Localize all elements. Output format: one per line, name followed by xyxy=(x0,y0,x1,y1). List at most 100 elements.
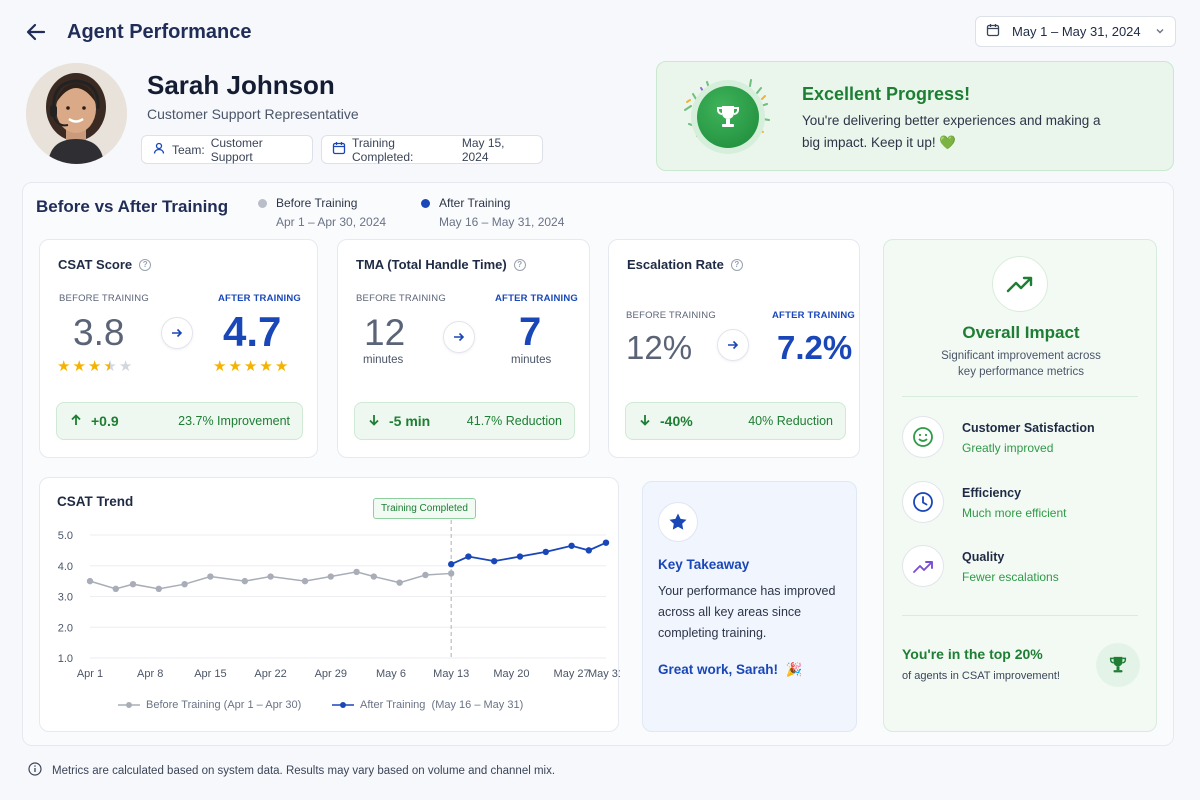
impact-item-efficiency: Efficiency Much more efficient xyxy=(902,481,1142,525)
data-point-before xyxy=(86,577,94,585)
section-title: Before vs After Training xyxy=(36,197,229,216)
help-icon[interactable]: ? xyxy=(730,258,743,271)
data-point-after xyxy=(568,542,575,549)
csat-before-value: 3.8 xyxy=(73,312,125,353)
csat-title-label: CSAT Score xyxy=(58,257,133,272)
legend-before-label: Before Training xyxy=(276,196,358,210)
help-icon[interactable]: ? xyxy=(139,258,152,271)
takeaway-cta-label: Great work, Sarah! xyxy=(658,662,779,677)
calendar-icon xyxy=(986,23,1000,40)
escalation-before-value: 12% xyxy=(626,329,693,366)
x-tick-label: May 6 xyxy=(376,668,406,680)
impact-subtitle: Significant improvement across key perfo… xyxy=(941,350,1101,378)
star-icon: ★ xyxy=(274,358,289,375)
csat-change-pill: +0.9 23.7% Improvement xyxy=(56,402,303,440)
star-icon: ★ xyxy=(228,358,242,375)
tma-delta: -5 min xyxy=(389,413,431,429)
x-tick-label: Apr 1 xyxy=(77,668,103,680)
confetti-icon xyxy=(684,79,770,137)
escalation-delta: -40% xyxy=(660,413,693,429)
escalation-after-caption: AFTER TRAINING xyxy=(772,310,856,321)
smile-icon xyxy=(902,416,944,458)
impact-item-title: Customer Satisfaction xyxy=(962,421,1095,435)
impact-item-sub: Fewer escalations xyxy=(962,570,1059,584)
team-label: Team: xyxy=(172,142,205,157)
tma-after-unit: minutes xyxy=(511,354,552,366)
trend-title: CSAT Trend xyxy=(57,494,134,509)
csat-delta: +0.9 xyxy=(91,413,119,429)
star-icon: ★ xyxy=(213,358,227,375)
arrow-up-icon xyxy=(69,413,83,430)
data-point-before xyxy=(155,585,162,593)
trend-legend-after: After Training (May 16 – May 31) xyxy=(332,699,523,711)
impact-title: Overall Impact xyxy=(962,323,1080,342)
trend-up-icon xyxy=(902,545,944,587)
y-tick-label: 1.0 xyxy=(58,653,73,665)
data-point-before xyxy=(181,581,188,588)
csat-after-caption: AFTER TRAINING xyxy=(218,293,302,304)
data-point-before xyxy=(267,573,274,580)
data-point-before xyxy=(396,579,403,586)
legend-dot-before xyxy=(258,199,267,209)
legend-after-label: After Training xyxy=(439,196,511,210)
banner-title: Excellent Progress! xyxy=(802,84,971,104)
star-badge-icon xyxy=(658,502,698,542)
legend-line-gray xyxy=(118,702,140,708)
data-point-before xyxy=(353,568,360,576)
tma-change-pill: -5 min 41.7% Reduction xyxy=(354,402,575,440)
tma-card: TMA (Total Handle Time) ? BEFORE TRAININ… xyxy=(337,239,590,458)
heart-icon: 💚 xyxy=(939,135,957,150)
team-chip: Team: Customer Support xyxy=(141,135,313,164)
arrow-right-icon xyxy=(443,321,475,353)
arrow-down-icon xyxy=(638,413,652,430)
x-tick-label: May 31 xyxy=(588,668,620,680)
tma-title: TMA (Total Handle Time) ? xyxy=(356,257,526,272)
data-point-after xyxy=(585,547,592,554)
star-icon: ★ xyxy=(118,358,133,375)
trophy-icon xyxy=(697,86,759,148)
help-icon[interactable]: ? xyxy=(513,258,526,271)
footnote-text: Metrics are calculated based on system d… xyxy=(52,764,556,777)
tma-before-value: 12 xyxy=(364,312,406,353)
escalation-title: Escalation Rate ? xyxy=(627,257,743,272)
csat-title: CSAT Score ? xyxy=(58,257,152,272)
data-point-before xyxy=(129,581,137,588)
takeaway-text: Your performance has improved across all… xyxy=(658,584,836,640)
divider xyxy=(902,396,1138,397)
star-icon: ★ xyxy=(243,358,258,375)
trophy-icon xyxy=(1096,643,1140,687)
data-point-before xyxy=(327,573,334,580)
arrow-right-icon xyxy=(161,317,193,349)
trend-legend-before-label: Before Training (Apr 1 – Apr 30) xyxy=(146,699,302,711)
x-tick-label: Apr 22 xyxy=(254,668,286,680)
x-tick-label: May 20 xyxy=(493,668,529,680)
data-point-before xyxy=(448,570,455,577)
clock-icon xyxy=(902,481,944,523)
top-percent-title: You're in the top 20% xyxy=(902,646,1043,662)
team-value: Customer Support xyxy=(210,135,263,164)
star-icon: ★ xyxy=(72,358,86,375)
csat-change: 23.7% Improvement xyxy=(178,414,290,428)
overall-impact-card: Overall Impact Significant improvement a… xyxy=(883,239,1157,732)
training-chip: Training Completed: May 15, 2024 xyxy=(321,135,543,164)
x-tick-label: Apr 15 xyxy=(194,668,226,680)
key-takeaway-card: Key Takeaway Your performance has improv… xyxy=(642,481,857,732)
escalation-title-label: Escalation Rate xyxy=(627,257,724,272)
csat-trend-chart: 5.0 4.0 3.0 2.0 1.0 Apr 1 Apr 8 Apr 15 Apr 22 Ap… xyxy=(58,520,620,680)
trend-legend-after-label: After Training (May 16 – May 31) xyxy=(360,699,524,711)
calendar-icon xyxy=(332,141,346,158)
date-range-select[interactable]: May 1 – May 31, 2024 xyxy=(975,16,1176,47)
back-arrow-icon[interactable] xyxy=(24,20,48,44)
trend-up-icon xyxy=(992,256,1048,312)
progress-banner: Excellent Progress! You're delivering be… xyxy=(656,61,1174,171)
y-tick-label: 3.0 xyxy=(58,592,73,604)
tma-title-label: TMA (Total Handle Time) xyxy=(356,257,507,272)
training-completed-annotation: Training Completed xyxy=(373,498,476,519)
star-icon: ★ xyxy=(57,358,71,375)
star-icon: ★ xyxy=(259,358,273,375)
legend-after: After Training May 16 – May 31, 2024 xyxy=(421,196,564,229)
x-tick-label: Apr 8 xyxy=(137,668,163,680)
banner-text: You're delivering better experiences and… xyxy=(802,110,1122,154)
y-tick-label: 4.0 xyxy=(58,561,73,573)
party-popper-icon: 🎉 xyxy=(785,662,803,677)
